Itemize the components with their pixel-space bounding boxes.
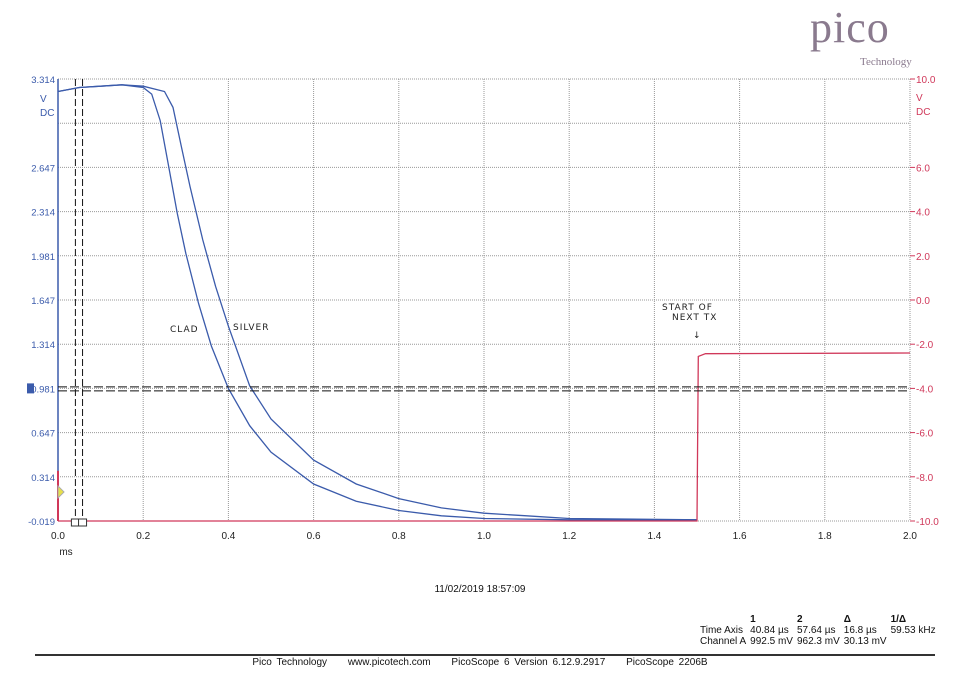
right-tick-label: 6.0 <box>916 163 930 174</box>
x-tick-label: 1.0 <box>477 531 491 542</box>
left-tick-label: 2.314 <box>31 208 55 219</box>
cell: 59.53 kHz <box>890 625 936 636</box>
cell: Channel A <box>700 636 747 647</box>
left-tick-label: 3.314 <box>31 75 55 86</box>
right-tick-label: -4.0 <box>916 384 934 395</box>
left-tick-label: -0.019 <box>28 517 55 528</box>
footer: Pico Technology www.picotech.com PicoSco… <box>0 657 960 668</box>
annotation-clad: CLAD <box>170 325 199 335</box>
right-tick-label: -2.0 <box>916 340 934 351</box>
cell: 40.84 µs <box>750 625 789 636</box>
x-tick-label: 0.0 <box>51 531 65 542</box>
header-cell: 1/Δ <box>890 614 907 625</box>
header-cell: Δ <box>843 614 851 625</box>
right-tick-label: 2.0 <box>916 252 930 263</box>
right-tick-label: 0.0 <box>916 296 930 307</box>
right-axis-coupling: DC <box>916 107 930 118</box>
cell: 30.13 mV <box>843 636 887 647</box>
annotation-silver: SILVER <box>233 323 270 333</box>
cell: Time Axis <box>700 625 743 636</box>
voltage-cursor-handle <box>27 383 34 394</box>
measurements-header: 1 2 Δ 1/Δ <box>700 614 940 625</box>
left-tick-label: 0.647 <box>31 429 55 440</box>
table-row: Time Axis 40.84 µs 57.64 µs 16.8 µs 59.5… <box>700 625 940 636</box>
series-channel-a-clad- <box>57 84 697 521</box>
cell: 962.3 mV <box>796 636 840 647</box>
left-tick-label: 0.981 <box>31 384 55 395</box>
x-tick-label: 1.8 <box>818 531 832 542</box>
x-tick-label: 1.2 <box>562 531 576 542</box>
header-cell: 1 <box>750 614 756 625</box>
left-axis-unit: V <box>40 94 47 105</box>
annotation-arrow: ↓ <box>693 331 702 341</box>
cell <box>891 636 940 647</box>
right-axis-unit: V <box>916 93 923 104</box>
left-tick-label: 1.647 <box>31 296 55 307</box>
cell: 992.5 mV <box>750 636 793 647</box>
header-cell <box>700 614 750 625</box>
left-tick-label: 1.981 <box>31 252 55 263</box>
series-channel-a-silver- <box>57 84 698 521</box>
pico-logo: pico Technology <box>800 3 940 70</box>
x-tick-label: 2.0 <box>903 531 917 542</box>
left-axis-coupling: DC <box>40 108 54 119</box>
left-tick-label: 2.647 <box>31 163 55 174</box>
annotation-next-tx-2: NEXT TX <box>672 313 718 323</box>
x-axis-unit: ms <box>59 547 72 558</box>
right-tick-label: -8.0 <box>916 473 934 484</box>
logo-subtitle: Technology <box>860 56 912 68</box>
left-tick-label: 0.314 <box>31 473 55 484</box>
right-tick-label: 10.0 <box>916 75 936 86</box>
cell: 57.64 µs <box>796 625 836 636</box>
x-tick-label: 0.8 <box>392 531 406 542</box>
trigger-marker-icon <box>57 484 65 500</box>
left-tick-label: 1.314 <box>31 340 55 351</box>
footer-website: www.picotech.com <box>347 657 431 668</box>
right-tick-label: -10.0 <box>916 517 939 528</box>
annotation-next-tx-1: START OF <box>662 303 713 313</box>
x-tick-label: 0.6 <box>307 531 321 542</box>
footer-device: PicoScope 2206B <box>626 657 708 668</box>
header-cell: 2 <box>796 614 803 625</box>
timestamp: 11/02/2019 18:57:09 <box>434 584 526 595</box>
footer-version: PicoScope 6 Version 6.12.9.2917 <box>451 657 606 668</box>
cell: 16.8 µs <box>843 625 877 636</box>
table-row: Channel A 992.5 mV 962.3 mV 30.13 mV <box>700 636 940 647</box>
footer-company: Pico Technology <box>252 657 328 668</box>
x-tick-label: 1.4 <box>647 531 661 542</box>
right-tick-label: 4.0 <box>916 208 930 219</box>
logo-word: pico <box>810 3 890 52</box>
x-tick-label: 0.2 <box>136 531 150 542</box>
series-channel-b <box>58 352 911 522</box>
measurements-table: 1 2 Δ 1/Δ Time Axis 40.84 µs 57.64 µs 16… <box>700 614 940 647</box>
time-cursor-handle <box>78 518 88 527</box>
x-tick-label: 1.6 <box>733 531 747 542</box>
x-tick-label: 0.4 <box>221 531 235 542</box>
right-tick-label: -6.0 <box>916 429 934 440</box>
footer-divider <box>35 654 935 656</box>
